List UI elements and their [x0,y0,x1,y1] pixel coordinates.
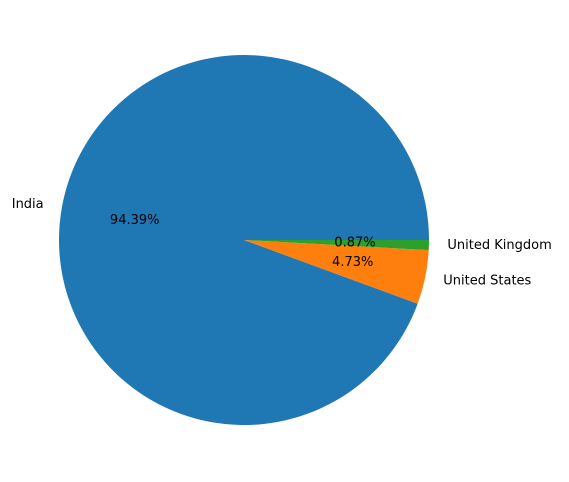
pie-slice-united-kingdom [244,240,429,251]
slice-pct-label-united-kingdom: 0.87% [334,236,375,251]
pie-slice-india [59,54,430,425]
slice-label-india: India [12,197,44,212]
slice-pct-label-india: 94.39% [110,213,160,228]
pie-slices [59,54,430,425]
pie-slice-united-states [244,240,429,304]
slice-label-united-states: United States [443,274,531,289]
pie-labels: India 94.39% United States 4.73% United King… [12,197,552,289]
slice-pct-label-united-states: 4.73% [332,255,373,270]
slice-label-united-kingdom: United Kingdom [447,238,551,253]
